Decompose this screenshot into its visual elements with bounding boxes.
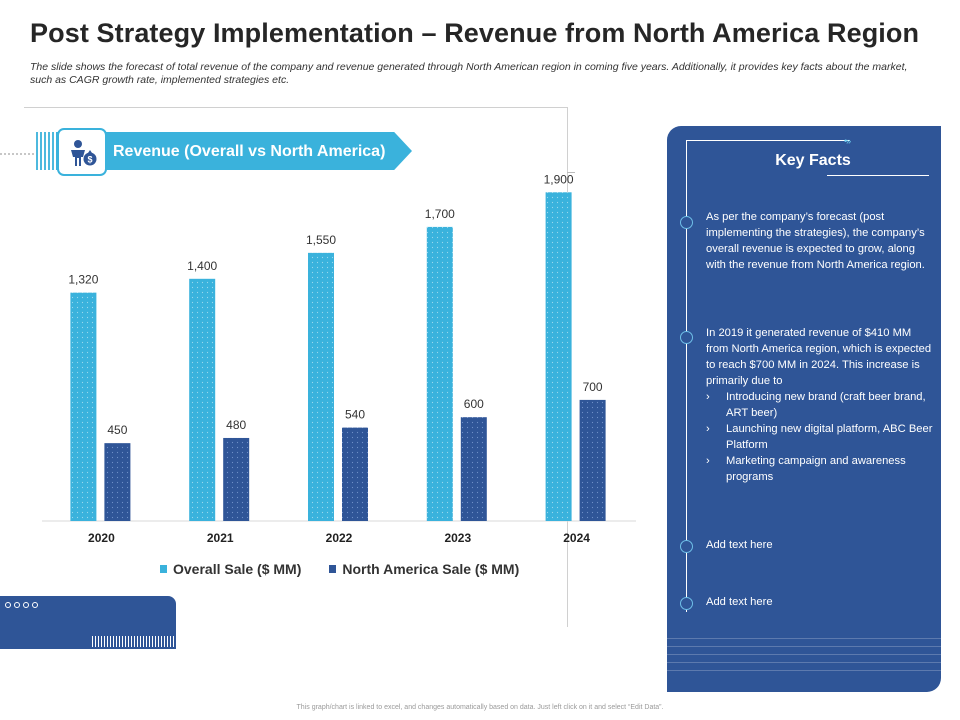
x-tick-label-2021: 2021 [207,531,234,545]
legend-item-north-america: North America Sale ($ MM) [329,561,519,577]
panel-top-line [687,140,850,141]
panel-top-line-arrow: •» [844,136,851,146]
ribbon-icon-box: $ [57,128,107,176]
timeline-node [680,331,693,344]
key-fact-3: Add text here [706,539,773,551]
data-label-overall-2022: 1,550 [306,233,336,247]
timeline-node [680,540,693,553]
bullet-item: Introducing new brand (craft beer brand,… [706,389,934,421]
x-tick-label-2023: 2023 [444,531,471,545]
decorative-lines [92,636,174,647]
bullet-item: Marketing campaign and awareness program… [706,453,934,485]
timeline-node [680,597,693,610]
key-fact-2-intro: In 2019 it generated revenue of $410 MM … [706,327,932,387]
legend-swatch-north-america [329,565,337,573]
bar-north-america-2020 [104,443,131,521]
key-facts-panel: •» Key Facts As per the company’s foreca… [667,126,941,692]
bar-overall-2020 [70,292,97,521]
x-tick-label-2020: 2020 [88,531,115,545]
timeline-node [680,216,693,229]
data-label-overall-2024: 1,900 [544,172,574,186]
chart-ribbon [56,132,412,170]
bar-overall-2023 [426,226,453,521]
bar-north-america-2022 [342,427,368,521]
x-tick-label-2022: 2022 [326,531,353,545]
bar-overall-2021 [189,278,216,521]
bar-north-america-2023 [460,417,487,521]
frame-tick [567,172,575,173]
data-label-overall-2021: 1,400 [187,259,217,273]
key-fact-2-bullets: Introducing new brand (craft beer brand,… [706,389,934,485]
ribbon-stripes [36,132,58,170]
chart-ribbon-label: Revenue (Overall vs North America) [113,143,386,160]
data-label-overall-2023: 1,700 [425,207,455,221]
decorative-dots [5,602,38,608]
legend-label-north-america: North America Sale ($ MM) [342,561,520,577]
key-facts-underline [827,175,929,176]
legend-item-overall: Overall Sale ($ MM) [160,561,301,577]
page-subtitle: The slide shows the forecast of total re… [30,61,908,86]
timeline-line [686,140,687,612]
user-money-icon: $ [71,140,97,166]
key-fact-1: As per the company’s forecast (post impl… [706,211,925,271]
decorative-dash [0,153,34,155]
key-facts-title: Key Facts [775,152,851,169]
chart-legend: Overall Sale ($ MM) North America Sale (… [160,561,519,577]
key-fact-2: In 2019 it generated revenue of $410 MM … [706,325,934,485]
bullet-item: Launching new digital platform, ABC Beer… [706,421,934,453]
footer-note: This graph/chart is linked to excel, and… [296,704,664,711]
data-label-north-america-2022: 540 [345,408,365,422]
data-label-north-america-2024: 700 [583,380,603,394]
x-tick-label-2024: 2024 [563,531,590,545]
data-label-overall-2020: 1,320 [68,273,98,287]
data-label-north-america-2023: 600 [464,397,484,411]
bar-overall-2024 [545,192,572,522]
data-label-north-america-2021: 480 [226,418,246,432]
svg-text:$: $ [87,155,92,165]
legend-label-overall: Overall Sale ($ MM) [173,561,302,577]
data-label-north-america-2020: 450 [107,423,127,437]
panel-decorative-lines [667,638,941,678]
bar-north-america-2024 [579,399,606,521]
legend-swatch-overall [160,565,167,573]
key-fact-4: Add text here [706,596,773,608]
bar-overall-2022 [308,252,334,521]
page-title: Post Strategy Implementation – Revenue f… [30,18,920,48]
bar-north-america-2021 [223,437,250,521]
